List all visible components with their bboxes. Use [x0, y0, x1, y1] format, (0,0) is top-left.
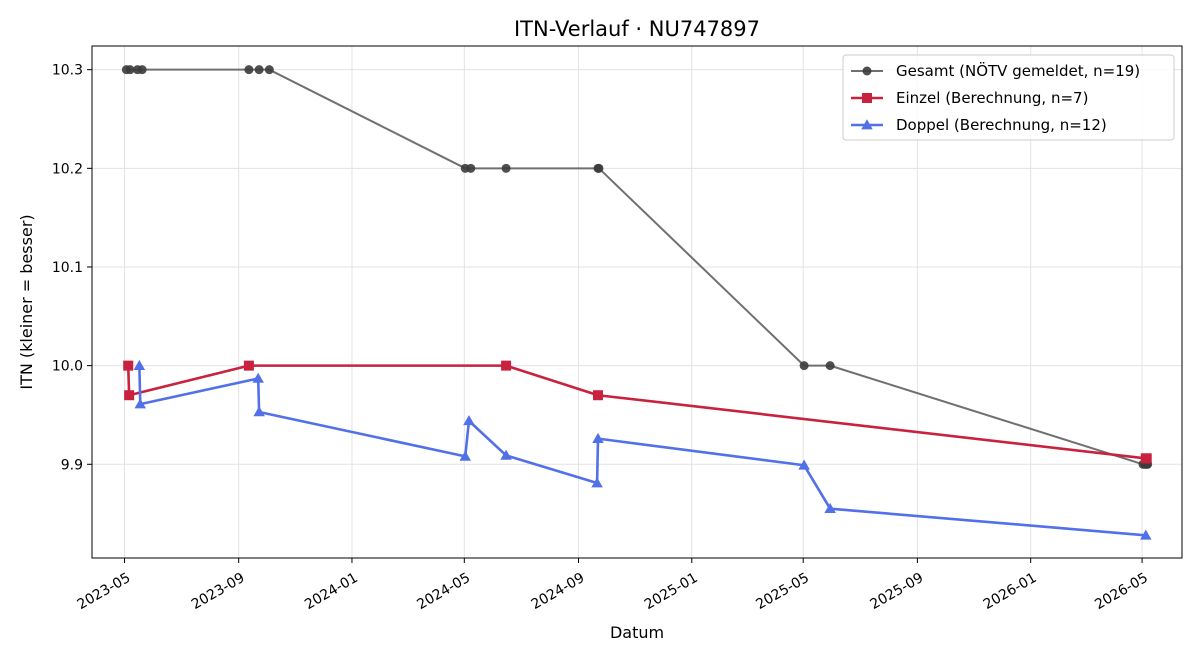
legend-entry: Doppel (Berechnung, n=12)	[896, 116, 1107, 134]
y-axis-label: ITN (kleiner = besser)	[17, 214, 36, 389]
data-point	[591, 477, 603, 488]
data-point	[124, 390, 135, 401]
data-point	[799, 361, 809, 371]
x-tick-label: 2025-05	[753, 570, 812, 613]
data-point	[798, 459, 810, 470]
data-point	[825, 361, 835, 371]
data-point	[501, 163, 511, 173]
x-tick-label: 2024-01	[302, 570, 361, 613]
data-point	[592, 432, 604, 443]
y-tick-label: 10.1	[52, 260, 83, 276]
data-point	[593, 390, 604, 401]
series-layer	[121, 65, 1153, 540]
data-point	[244, 65, 254, 75]
y-tick-label: 9.9	[61, 457, 83, 473]
x-tick-label: 2025-09	[868, 570, 927, 613]
legend: Gesamt (NÖTV gemeldet, n=19) Einzel (Bere…	[842, 54, 1175, 141]
data-point	[254, 65, 264, 75]
series-2	[123, 360, 1152, 464]
data-point	[243, 360, 254, 371]
x-tick-label: 2024-05	[414, 570, 473, 613]
legend-box	[842, 54, 1175, 141]
data-point	[264, 65, 274, 75]
x-tick-label: 2023-05	[75, 570, 134, 613]
x-axis-label: Datum	[610, 623, 664, 642]
x-tick-label: 2026-05	[1092, 570, 1151, 613]
y-tick-label: 10.3	[52, 63, 83, 79]
data-point	[594, 163, 604, 173]
data-point	[137, 65, 147, 75]
y-tick-label: 10.2	[52, 161, 83, 177]
legend-marker	[862, 66, 872, 76]
data-point	[1140, 529, 1152, 540]
data-point	[133, 359, 146, 370]
x-tick-label: 2026-01	[981, 570, 1040, 613]
y-axis: 9.9 10.0 10.1 10.2 10.3	[52, 63, 92, 473]
data-point	[463, 415, 475, 426]
chart-title: ITN-Verlauf · NU747897	[514, 17, 760, 41]
data-point	[253, 406, 265, 417]
x-tick-label: 2024-09	[529, 570, 588, 613]
y-tick-label: 10.0	[52, 359, 83, 375]
data-point	[123, 360, 134, 371]
data-point	[1141, 453, 1152, 464]
x-tick-label: 2023-09	[189, 570, 248, 613]
legend-entry: Einzel (Berechnung, n=7)	[896, 89, 1088, 107]
data-point	[134, 398, 147, 409]
series-line	[138, 365, 1146, 537]
legend-marker	[861, 119, 873, 130]
data-point	[252, 372, 264, 383]
data-point	[459, 450, 471, 461]
data-point	[466, 163, 476, 173]
legend-entry: Gesamt (NÖTV gemeldet, n=19)	[896, 61, 1140, 80]
data-point	[824, 502, 836, 513]
series-3	[133, 359, 1152, 540]
data-point	[125, 65, 135, 75]
x-axis: 2023-05 2023-09 2024-01 2024-05 2024-09 2025-…	[75, 558, 1151, 613]
data-point	[501, 360, 512, 371]
data-point	[500, 449, 512, 460]
x-tick-label: 2025-01	[642, 570, 701, 613]
plot-frame	[91, 45, 1183, 559]
legend-marker	[862, 93, 872, 103]
